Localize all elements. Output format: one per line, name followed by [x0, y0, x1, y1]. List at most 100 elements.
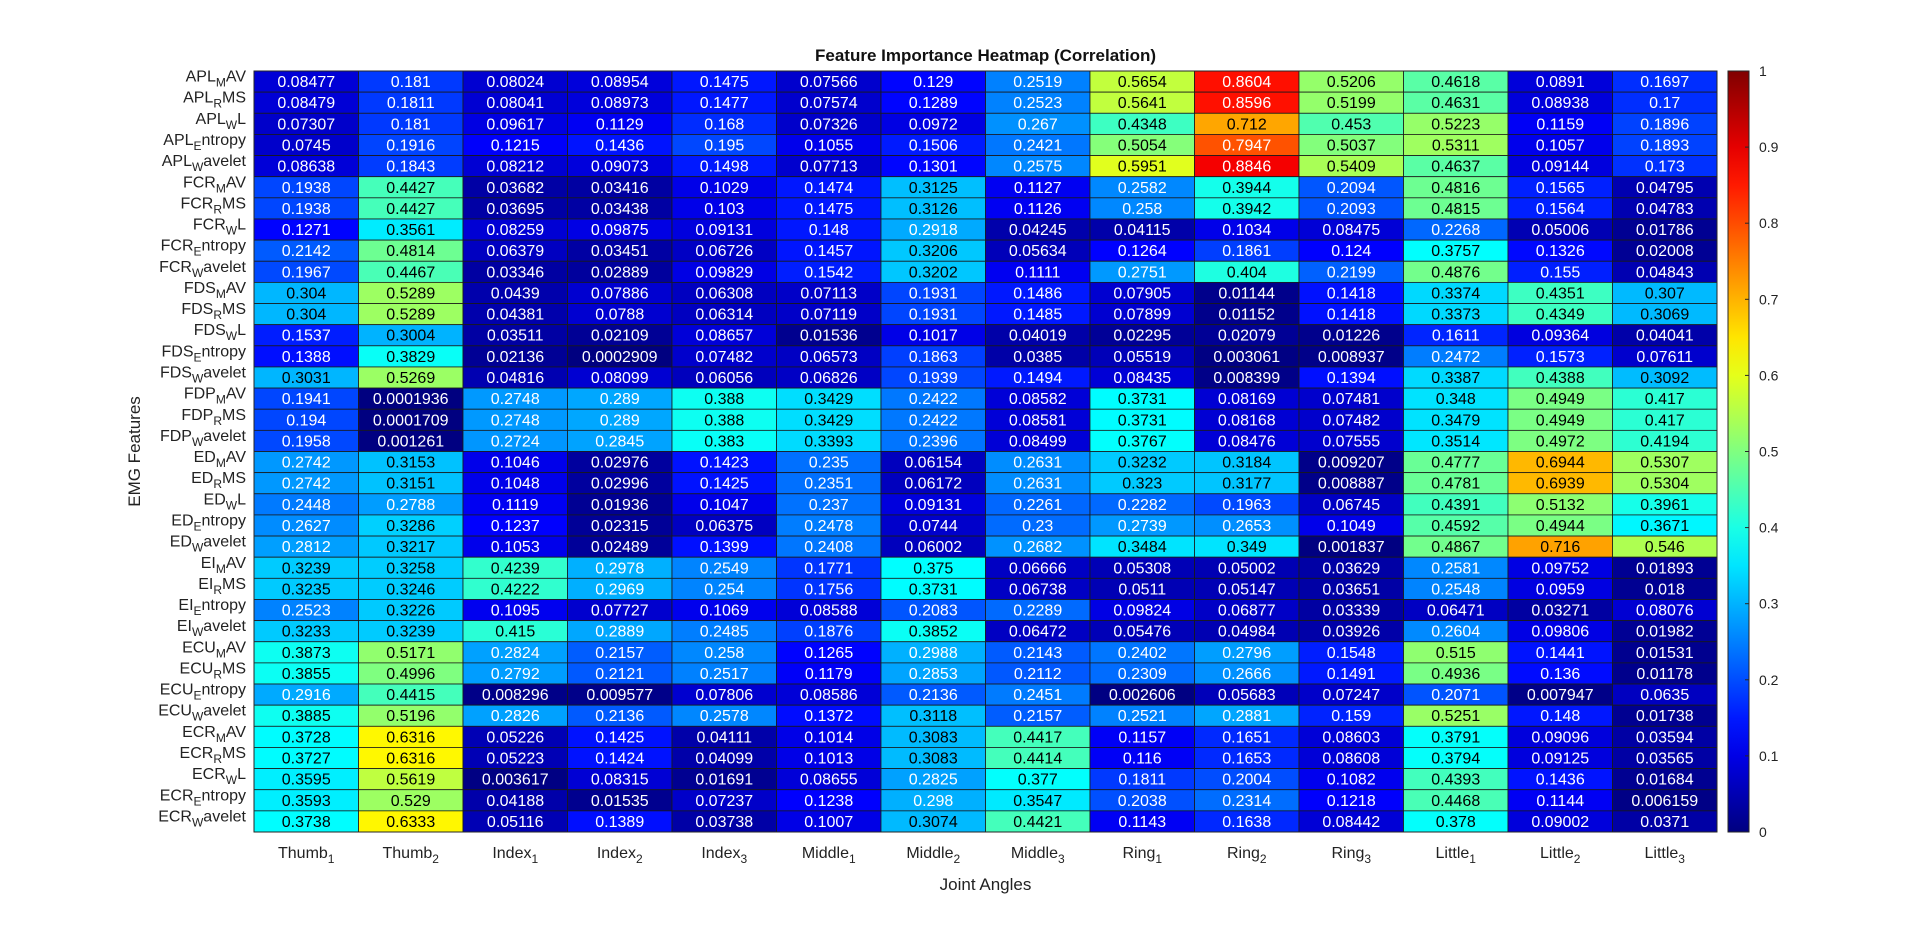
colorbar-tick-label: 0.6 — [1759, 367, 1779, 383]
cell-value-label: 0.3514 — [1431, 433, 1480, 450]
cell-value-label: 0.417 — [1645, 391, 1685, 408]
row-tick-label: ECRMAV — [182, 724, 246, 745]
row-label-subscript: M — [216, 646, 226, 660]
colorbar-tick-label: 0.2 — [1759, 672, 1779, 688]
column-label-subscript: 1 — [849, 852, 856, 866]
row-label-subscript: W — [192, 266, 204, 280]
cell-value-label: 0.1491 — [1327, 666, 1376, 683]
row-tick-label: ECREntropy — [160, 787, 246, 808]
cell-value-label: 0.3479 — [1431, 412, 1480, 429]
cell-value-label: 0.1876 — [804, 624, 853, 641]
cell-value-label: 0.1014 — [804, 729, 853, 746]
colorbar-tick-label: 0.5 — [1759, 444, 1779, 460]
row-label-prefix: ECR — [160, 787, 194, 804]
row-tick-label: EDMAV — [194, 449, 247, 470]
cell-value-label: 0.5654 — [1118, 74, 1167, 91]
cell-value-label: 0.2143 — [1013, 645, 1062, 662]
cell-value-label: 0.2812 — [282, 539, 331, 556]
cell-value-label: 0.09073 — [591, 159, 649, 176]
cell-value-label: 0.1542 — [804, 264, 853, 281]
cell-value-label: 0.529 — [391, 793, 431, 810]
cell-value-label: 0.2157 — [1013, 708, 1062, 725]
cell-value-label: 0.08954 — [591, 74, 649, 91]
cell-value-label: 0.4239 — [491, 560, 540, 577]
cell-value-label: 0.1399 — [700, 539, 749, 556]
cell-value-label: 0.4637 — [1431, 159, 1480, 176]
row-label-prefix: EI — [201, 555, 216, 572]
cell-value-label: 0.116 — [1123, 751, 1162, 768]
chart-title: Feature Importance Heatmap (Correlation) — [815, 46, 1156, 65]
row-tick-label: ECUEntropy — [160, 682, 246, 703]
cell-value-label: 0.3151 — [386, 476, 435, 493]
cell-value-label: 0.2853 — [909, 666, 958, 683]
cell-value-label: 0.5951 — [1118, 159, 1167, 176]
cell-value-label: 0.1436 — [1536, 772, 1585, 789]
cell-value-label: 0.2826 — [491, 708, 540, 725]
cell-value-label: 0.2969 — [595, 581, 644, 598]
cell-value-label: 0.2314 — [1222, 793, 1271, 810]
cell-value-label: 0.3595 — [282, 772, 331, 789]
cell-value-label: 0.2792 — [491, 666, 540, 683]
cell-value-label: 0.04111 — [697, 729, 753, 746]
cell-value-label: 0.3125 — [909, 180, 958, 197]
column-label-subscript: 3 — [1678, 852, 1685, 866]
cell-value-label: 0.04041 — [1636, 328, 1694, 345]
cell-value-label: 0.5289 — [386, 307, 435, 324]
row-label-prefix: ED — [204, 491, 226, 508]
row-tick-label: EDRMS — [191, 470, 246, 491]
cell-value-label: 0.2582 — [1118, 180, 1167, 197]
cell-value-label: 0.04115 — [1114, 222, 1171, 239]
cell-value-label: 0.2825 — [909, 772, 958, 789]
cell-value-label: 0.1771 — [804, 560, 853, 577]
cell-value-label: 0.3374 — [1431, 285, 1480, 302]
row-label-prefix: ECR — [180, 745, 214, 762]
row-tick-label: EDEntropy — [171, 512, 246, 533]
row-label-prefix: FDS — [184, 280, 216, 297]
cell-value-label: 0.01893 — [1636, 560, 1694, 577]
cell-value-label: 0.1494 — [1013, 370, 1062, 387]
cell-value-label: 0.1143 — [1118, 814, 1166, 831]
row-label-suffix: AV — [226, 69, 246, 86]
row-label-subscript: M — [216, 562, 226, 576]
row-tick-label: EIRMS — [198, 576, 246, 597]
cell-value-label: 0.195 — [704, 137, 744, 154]
cell-value-label: 0.23 — [1022, 518, 1053, 535]
cell-value-label: 0.3074 — [909, 814, 958, 831]
cell-value-label: 0.3232 — [1118, 455, 1167, 472]
cell-value-label: 0.06738 — [1009, 581, 1067, 598]
cell-value-label: 0.3731 — [1118, 412, 1167, 429]
row-label-subscript: W — [226, 498, 238, 512]
cell-value-label: 0.2739 — [1118, 518, 1167, 535]
column-label-base: Middle — [802, 845, 849, 862]
cell-value-label: 0.01226 — [1322, 328, 1380, 345]
cell-value-label: 0.5171 — [386, 645, 435, 662]
cell-value-label: 0.3961 — [1640, 497, 1689, 514]
cell-value-label: 0.02008 — [1636, 243, 1694, 260]
cell-value-label: 0.5251 — [1431, 708, 1480, 725]
cell-value-label: 0.129 — [913, 74, 953, 91]
cell-value-label: 0.3873 — [282, 645, 331, 662]
cell-value-label: 0.08655 — [800, 772, 858, 789]
cell-value-label: 0.2083 — [909, 603, 958, 620]
cell-value-label: 0.1457 — [804, 243, 853, 260]
cell-value-label: 0.07482 — [1322, 412, 1380, 429]
cell-value-label: 0.323 — [1122, 476, 1162, 493]
cell-value-label: 0.04843 — [1636, 264, 1694, 281]
cell-value-label: 0.02136 — [486, 349, 544, 366]
cell-value-label: 0.05223 — [486, 751, 544, 768]
cell-value-label: 0.1289 — [909, 95, 958, 112]
row-label-prefix: ECU — [158, 703, 192, 720]
cell-value-label: 0.03651 — [1322, 581, 1380, 598]
row-label-prefix: APL — [163, 132, 193, 149]
cell-value-label: 0.3239 — [282, 560, 331, 577]
row-label-prefix: FDS — [160, 365, 192, 382]
column-label-base: Middle — [906, 845, 953, 862]
cell-value-label: 0.04984 — [1218, 624, 1276, 641]
row-label-suffix: avelet — [203, 618, 246, 635]
cell-value-label: 0.3794 — [1431, 751, 1480, 768]
cell-value-label: 0.08315 — [591, 772, 649, 789]
column-tick-label: Index1 — [492, 845, 538, 866]
cell-value-label: 0.298 — [913, 793, 953, 810]
cell-value-label: 0.1119 — [492, 497, 539, 514]
cell-value-label: 0.3031 — [282, 370, 331, 387]
